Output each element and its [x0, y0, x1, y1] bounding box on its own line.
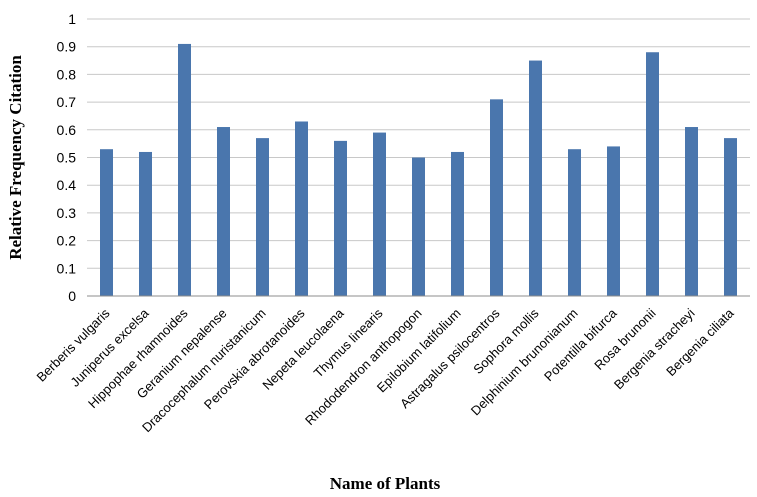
bar [178, 43, 191, 297]
bar [139, 151, 152, 296]
y-tick-label: 0.4 [57, 177, 77, 193]
y-tick-label: 0.9 [57, 39, 77, 55]
bar [568, 149, 581, 296]
y-tick-label: 0.7 [57, 94, 77, 110]
bar [295, 121, 308, 297]
bar [529, 60, 542, 296]
y-tick-label: 0.8 [57, 66, 77, 82]
bar [217, 127, 230, 296]
y-tick-label: 0.2 [57, 233, 77, 249]
y-tick-label: 0.5 [57, 150, 77, 166]
bar [685, 127, 698, 296]
bar [451, 151, 464, 296]
bar [373, 132, 386, 296]
bar [646, 52, 659, 296]
bar [334, 140, 347, 296]
bar [490, 99, 503, 296]
y-tick-label: 0.3 [57, 205, 77, 221]
y-axis-title: Relative Frequency Citation [6, 55, 25, 260]
y-tick-label: 0 [68, 288, 76, 304]
bar [412, 157, 425, 296]
x-axis-title: Name of Plants [330, 474, 441, 493]
y-tick-label: 0.1 [57, 260, 77, 276]
bar [607, 146, 620, 296]
bar [724, 138, 737, 296]
bar [100, 149, 113, 296]
y-tick-label: 1 [68, 11, 76, 27]
x-tick-label: Bergenia ciliata [663, 305, 737, 379]
bars [100, 43, 737, 297]
y-tick-label: 0.6 [57, 122, 77, 138]
bar [256, 138, 269, 296]
y-axis-ticks: 0 0.1 0.2 0.3 0.4 0.5 0.6 0.7 0.8 0.9 1 [57, 11, 77, 304]
x-tick-label: Thymus linearis [311, 305, 386, 380]
